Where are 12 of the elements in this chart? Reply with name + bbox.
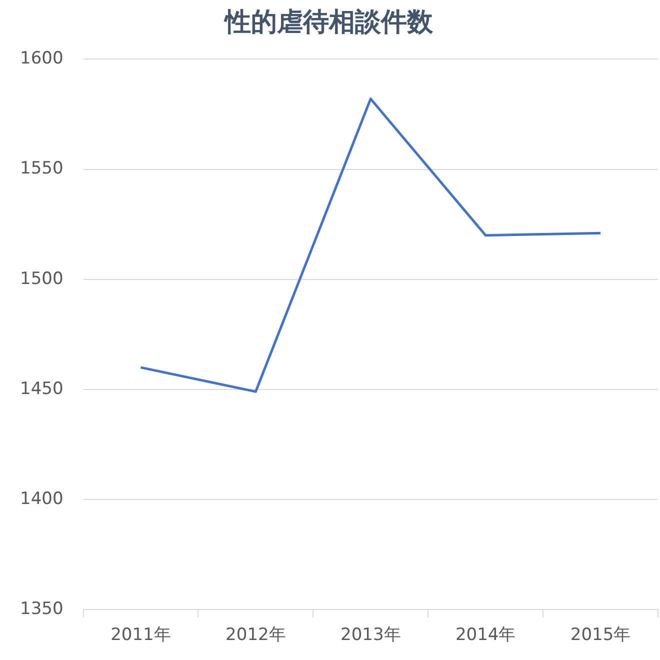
x-tick-label: 2011年 [110,625,171,646]
x-tick-label: 2012年 [226,625,286,646]
y-tick-label: 1350 [20,599,64,620]
y-tick-label: 1550 [20,158,64,179]
x-tick-label: 2013年 [340,625,401,646]
y-tick-label: 1500 [20,268,64,289]
x-tick-label: 2014年 [455,625,516,646]
y-tick-label: 1600 [20,48,64,69]
y-tick-label: 1400 [20,488,64,509]
chart-title: 性的虐待相談件数 [223,7,434,38]
x-tick-label: 2015年 [570,625,631,646]
y-tick-label: 1450 [20,378,64,399]
